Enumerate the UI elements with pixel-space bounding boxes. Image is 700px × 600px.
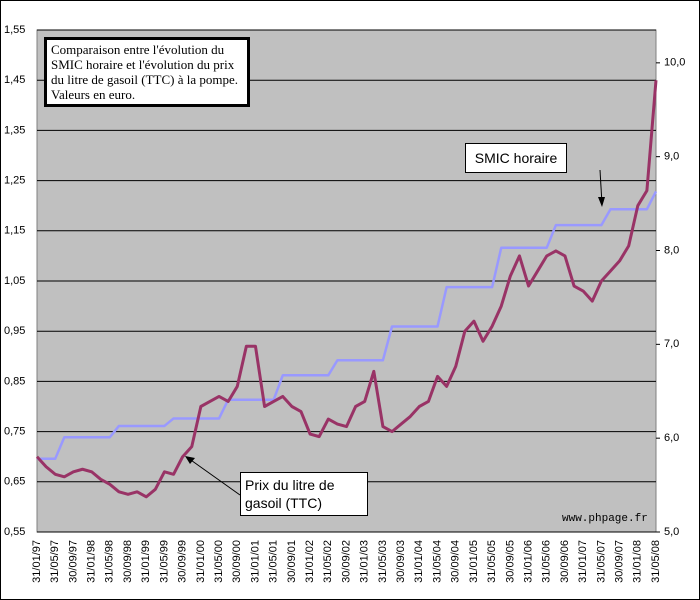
arrow-head <box>185 456 195 464</box>
x-tick-label: 30/09/07 <box>613 540 625 583</box>
x-tick-label: 31/01/00 <box>195 540 207 583</box>
x-tick-label: 31/01/97 <box>31 540 43 583</box>
x-tick-label: 31/01/99 <box>140 540 152 583</box>
y2-tick-label: 8,0 <box>664 244 679 256</box>
x-tick-label: 30/09/99 <box>177 540 189 583</box>
x-tick-label: 31/01/01 <box>249 540 261 583</box>
watermark: www.phpage.fr <box>562 513 648 525</box>
y-tick-label: 1,35 <box>4 124 25 136</box>
x-tick-label: 31/01/02 <box>304 540 316 583</box>
gasoil-callout: Prix du litre de gasoil (TTC) <box>240 472 368 516</box>
y-tick-label: 0,75 <box>4 426 25 438</box>
x-tick-label: 31/01/03 <box>359 540 371 583</box>
y-tick-label: 1,15 <box>4 225 25 237</box>
x-tick-label: 31/01/98 <box>86 540 98 583</box>
smic-callout: SMIC horaire <box>465 143 567 173</box>
x-tick-label: 30/09/04 <box>450 540 462 583</box>
x-tick-label: 31/05/02 <box>322 540 334 583</box>
x-tick-label: 31/05/01 <box>268 540 280 583</box>
x-tick-label: 31/05/07 <box>595 540 607 583</box>
x-tick-label: 31/05/99 <box>158 540 170 583</box>
arrow-head <box>598 197 605 207</box>
y-tick-label: 1,45 <box>4 74 25 86</box>
x-tick-label: 30/09/00 <box>231 540 243 583</box>
y-tick-label: 0,95 <box>4 325 25 337</box>
x-tick-label: 31/05/05 <box>486 540 498 583</box>
x-tick-label: 30/09/05 <box>504 540 516 583</box>
x-tick-label: 31/05/06 <box>541 540 553 583</box>
x-tick-label: 31/01/08 <box>632 540 644 583</box>
x-tick-label: 31/01/04 <box>413 540 425 583</box>
x-tick-label: 31/01/05 <box>468 540 480 583</box>
y2-tick-label: 6,0 <box>664 432 679 444</box>
series-line <box>35 80 658 499</box>
x-tick-label: 31/01/07 <box>577 540 589 583</box>
y2-tick-label: 7,0 <box>664 338 679 350</box>
y2-tick-label: 5,0 <box>664 526 679 538</box>
x-tick-label: 31/05/08 <box>650 540 662 583</box>
x-tick-label: 30/09/98 <box>122 540 134 583</box>
y2-tick-label: 9,0 <box>664 151 679 163</box>
y-tick-label: 0,65 <box>4 476 25 488</box>
x-tick-label: 30/09/03 <box>395 540 407 583</box>
x-tick-label: 30/09/97 <box>67 540 79 583</box>
x-tick-label: 31/05/04 <box>431 540 443 583</box>
series-line <box>37 190 658 461</box>
x-tick-label: 30/09/06 <box>559 540 571 583</box>
y-tick-label: 0,85 <box>4 375 25 387</box>
x-tick-label: 31/05/97 <box>49 540 61 583</box>
y-tick-label: 1,05 <box>4 275 25 287</box>
title-box: Comparaison entre l'évolution du SMIC ho… <box>44 37 250 107</box>
x-tick-label: 31/05/00 <box>213 540 225 583</box>
x-tick-label: 31/01/06 <box>522 540 534 583</box>
x-tick-label: 31/05/98 <box>104 540 116 583</box>
callout-arrow <box>187 457 241 496</box>
y-tick-label: 1,25 <box>4 175 25 187</box>
x-tick-label: 30/09/02 <box>340 540 352 583</box>
x-tick-label: 30/09/01 <box>286 540 298 583</box>
y2-tick-label: 10,0 <box>664 57 685 69</box>
y-tick-label: 1,55 <box>4 24 25 36</box>
y-tick-label: 0,55 <box>4 526 25 538</box>
x-tick-label: 31/05/03 <box>377 540 389 583</box>
